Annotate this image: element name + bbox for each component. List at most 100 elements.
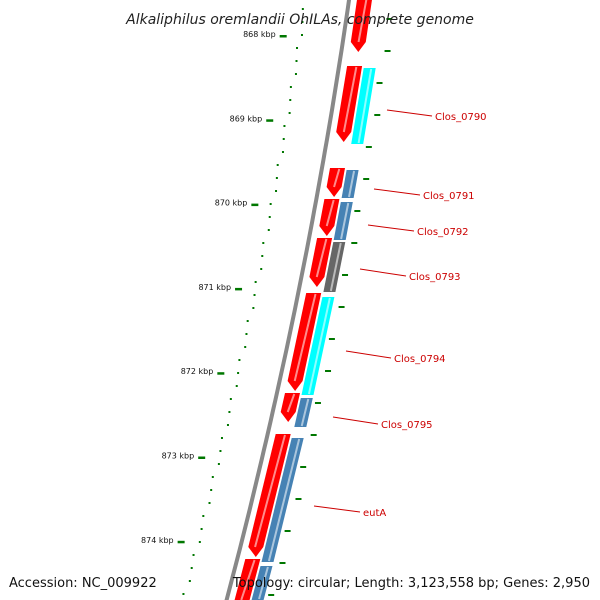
gc-skew-dot	[211, 476, 214, 478]
gc-skew-dot	[300, 34, 303, 36]
gc-skew-dot	[275, 190, 278, 192]
gc-skew-dot	[289, 86, 292, 88]
gene-label: Clos_0791	[423, 191, 475, 202]
label-leader-line	[332, 416, 379, 425]
cds-arrow-shine	[333, 168, 341, 188]
gc-skew-dash	[363, 178, 370, 180]
gc-skew-dot	[275, 177, 278, 179]
gc-skew-track	[182, 8, 393, 596]
ruler-tick	[177, 540, 185, 544]
gc-skew-dash	[386, 18, 393, 20]
gc-skew-dot	[219, 450, 222, 452]
gc-skew-dash	[268, 594, 275, 596]
gc-skew-dot	[296, 47, 299, 49]
gene-labels: Clos_0790 Clos_0791 Clos_0792 Clos_0793 Clos…	[313, 109, 487, 519]
cyan-feature	[301, 297, 335, 395]
gc-skew-dot	[294, 73, 297, 75]
ruler-label: 870 kbp	[215, 199, 248, 208]
gc-skew-dot	[188, 580, 191, 582]
cds-arrow-shine	[315, 238, 328, 278]
blue-feature	[261, 438, 304, 562]
gc-skew-dot	[246, 320, 249, 322]
gc-skew-dot	[252, 307, 255, 309]
gc-skew-dot	[210, 489, 213, 491]
gc-skew-dash	[284, 530, 291, 532]
gc-skew-dot	[192, 554, 195, 556]
gc-skew-dash	[325, 370, 332, 372]
genome-summary: Topology: circular; Length: 3,123,558 bp…	[232, 576, 590, 591]
blue-feature-shine	[267, 438, 301, 562]
gc-skew-dash	[365, 146, 372, 148]
gc-skew-dot	[245, 333, 248, 335]
blue-feature-shine	[340, 202, 350, 240]
genome-backbone	[224, 0, 352, 600]
gc-skew-dot	[182, 593, 185, 595]
ruler-tick	[198, 456, 206, 459]
gc-skew-dash	[279, 562, 286, 564]
gc-skew-dot	[282, 138, 285, 140]
gc-skew-dash	[384, 50, 391, 52]
gc-skew-dot	[190, 567, 193, 569]
label-leader-line	[359, 268, 407, 277]
cds-arrow-shine	[342, 66, 358, 133]
ruler-label: 869 kbp	[230, 114, 263, 123]
ruler: 868 kbp 869 kbp 870 kbp 871 kbp 872 kbp 873 k…	[141, 30, 287, 545]
gc-skew-dash	[376, 82, 383, 84]
gc-skew-dot	[269, 203, 272, 205]
cds-arrow-shine	[325, 199, 335, 227]
gc-skew-dot	[281, 151, 284, 153]
gc-skew-dot	[237, 372, 240, 374]
blue-feature	[294, 398, 313, 427]
gc-skew-dot	[262, 242, 265, 244]
gc-skew-dash	[338, 306, 345, 308]
gc-skew-dash	[328, 338, 335, 340]
ruler-tick	[235, 287, 243, 291]
ruler-label: 872 kbp	[181, 367, 214, 376]
cds-arrow-shine	[254, 434, 286, 548]
cds-arrow-shine	[293, 293, 317, 382]
gc-skew-dot	[229, 398, 232, 400]
cyan-feature	[351, 68, 376, 144]
gc-skew-dot	[261, 255, 264, 257]
ruler-tick	[217, 372, 225, 375]
cds-arrow-shine	[357, 0, 368, 43]
blue-feature	[333, 202, 353, 240]
blue-feature-shine	[258, 566, 269, 600]
gc-skew-dot	[198, 541, 201, 543]
blue-feature	[341, 170, 359, 198]
gene-label: Clos_0794	[394, 354, 446, 365]
gc-skew-dot	[226, 424, 229, 426]
gc-skew-dash	[295, 498, 302, 500]
ruler-label: 874 kbp	[141, 536, 174, 545]
gene-label: Clos_0793	[409, 272, 461, 283]
blue-feature-shine	[300, 398, 310, 427]
gc-skew-dot	[254, 281, 257, 283]
gc-skew-dot	[283, 125, 286, 127]
map-title: Alkaliphilus oremlandii OhILAs, complete…	[125, 12, 474, 28]
gc-skew-dash	[351, 242, 358, 244]
cds-arrow-shine	[240, 559, 256, 600]
gc-skew-dot	[235, 385, 238, 387]
blue-feature-shine	[348, 170, 356, 198]
cyan-feature-shine	[307, 297, 331, 395]
ruler-tick	[279, 35, 287, 38]
label-leader-line	[367, 224, 415, 232]
accession-text: Accession: NC_009922	[9, 576, 157, 591]
gc-skew-dot	[238, 359, 241, 361]
ruler-label: 873 kbp	[162, 452, 195, 461]
ruler-tick	[251, 203, 259, 207]
gc-skew-dot	[200, 528, 203, 530]
feature-track	[251, 68, 376, 600]
gc-skew-dot	[267, 229, 270, 231]
gc-skew-dot	[228, 411, 231, 413]
gc-skew-dot	[217, 463, 220, 465]
gc-skew-dot	[253, 294, 256, 296]
gc-skew-dot	[288, 112, 291, 114]
label-leader-line	[373, 188, 421, 196]
gc-skew-dot	[301, 21, 304, 23]
gene-label: Clos_0792	[417, 227, 469, 238]
label-leader-line	[386, 109, 433, 117]
gc-skew-dot	[260, 268, 263, 270]
gene-label: Clos_0795	[381, 420, 433, 431]
